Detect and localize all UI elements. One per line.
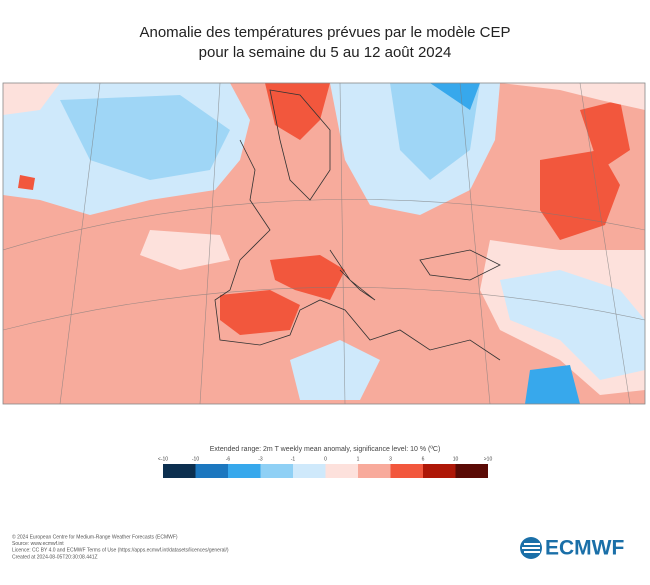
- title-line: pour la semaine du 5 au 12 août 2024: [199, 44, 452, 61]
- legend-label: -6: [226, 456, 231, 462]
- map-frame: [2, 82, 646, 405]
- legend-label: 10: [453, 456, 459, 462]
- legend-label: 0: [324, 456, 327, 462]
- legend-label: 6: [422, 456, 425, 462]
- legend-label: 1: [357, 456, 360, 462]
- legend-swatch: [423, 464, 456, 478]
- legend-swatch: [455, 464, 488, 478]
- legend-swatch: [195, 464, 228, 478]
- legend-label: >10: [484, 456, 493, 462]
- logo-text: ECMWF: [545, 537, 624, 560]
- legend-swatch: [163, 464, 196, 478]
- footer-line: Created at 2024-08-05T20:30:08.441Z: [12, 554, 98, 560]
- legend-swatch: [390, 464, 423, 478]
- footer: © 2024 European Centre for Medium-Range …: [12, 533, 229, 560]
- footer-line: Source: www.ecmwf.int: [12, 541, 64, 547]
- legend-title: Extended range: 2m T weekly mean anomaly…: [210, 446, 441, 453]
- legend-swatch: [358, 464, 391, 478]
- legend-swatch: [228, 464, 261, 478]
- legend-swatch: [293, 464, 326, 478]
- legend-swatch: [260, 464, 293, 478]
- title-line: Anomalie des températures prévues par le…: [139, 24, 510, 41]
- legend-label: <-10: [158, 456, 168, 462]
- logo: ECMWF: [520, 537, 624, 560]
- legend-label: -3: [258, 456, 263, 462]
- legend-label: 3: [389, 456, 392, 462]
- footer-line: Licence: CC BY 4.0 and ECMWF Terms of Us…: [12, 548, 229, 554]
- map: [3, 83, 645, 404]
- legend: <-10 -10 -6 -3 -1 0 1 3 6 10 >10: [158, 456, 493, 478]
- legend-label: -10: [192, 456, 199, 462]
- legend-swatch: [325, 464, 358, 478]
- footer-line: © 2024 European Centre for Medium-Range …: [12, 533, 178, 540]
- legend-label: -1: [291, 456, 296, 462]
